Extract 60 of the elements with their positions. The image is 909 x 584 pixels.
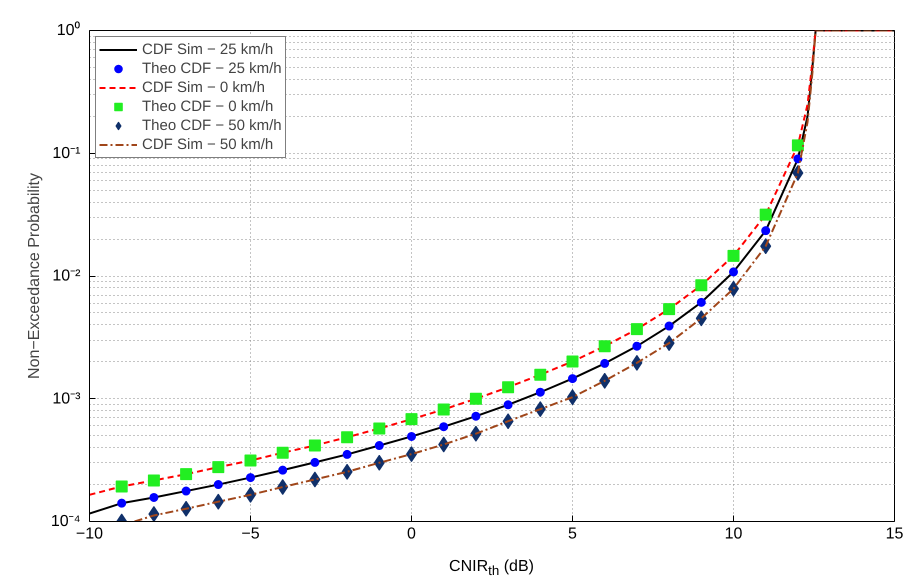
point [600,358,610,368]
point [504,400,513,410]
point [180,468,192,480]
point [534,368,546,381]
point [728,250,740,262]
point [630,323,643,336]
point [212,461,224,474]
point [470,392,482,405]
point [502,381,514,394]
point [373,422,386,435]
point [696,298,706,307]
y-tick-label: 10⁻² [52,268,82,284]
point [148,474,160,486]
x-tick-label: 0 [407,526,416,542]
x-tick-label: −5 [241,526,260,542]
legend-label: Theo CDF − 50 km/h [142,116,282,135]
point [278,466,288,475]
legend-label: CDF Sim − 0 km/h [142,78,265,97]
point [536,388,545,397]
point [566,356,578,368]
legend-label: CDF Sim − 50 km/h [142,135,274,154]
point [664,322,674,331]
point [276,446,289,459]
legend-label: Theo CDF − 0 km/h [142,97,274,116]
point [792,139,804,152]
point [729,267,738,276]
point [568,374,577,384]
point [406,413,418,426]
point [374,441,384,450]
legend-label: CDF Sim − 25 km/h [142,40,274,59]
point [632,342,642,351]
point [407,432,416,441]
y-tick-label: 10⁰ [56,21,80,39]
point [117,498,126,508]
point [246,473,255,482]
point [438,403,450,416]
point [116,480,128,492]
point [149,492,158,502]
y-tick-label: 10⁻¹ [52,144,80,162]
point [598,340,611,352]
point [471,412,480,421]
point [310,458,320,467]
x-tick-label: 5 [568,526,578,542]
point [342,450,352,459]
point [439,422,448,432]
point [182,486,191,496]
y-tick-label: 10⁻³ [52,390,82,408]
point [341,431,354,444]
point [760,208,772,221]
y-axis-title: Non−Exceedance Probability [26,173,43,379]
x-tick-label: 10 [724,526,742,542]
legend-label: Theo CDF − 25 km/h [142,59,282,78]
point [695,279,708,292]
point [214,480,223,490]
point [244,454,256,466]
x-tick-label: 15 [886,526,904,542]
point [308,440,321,452]
point [663,303,676,316]
point [761,226,770,236]
x-axis-title: CNIR$_{th}$ (dB) [448,558,535,580]
